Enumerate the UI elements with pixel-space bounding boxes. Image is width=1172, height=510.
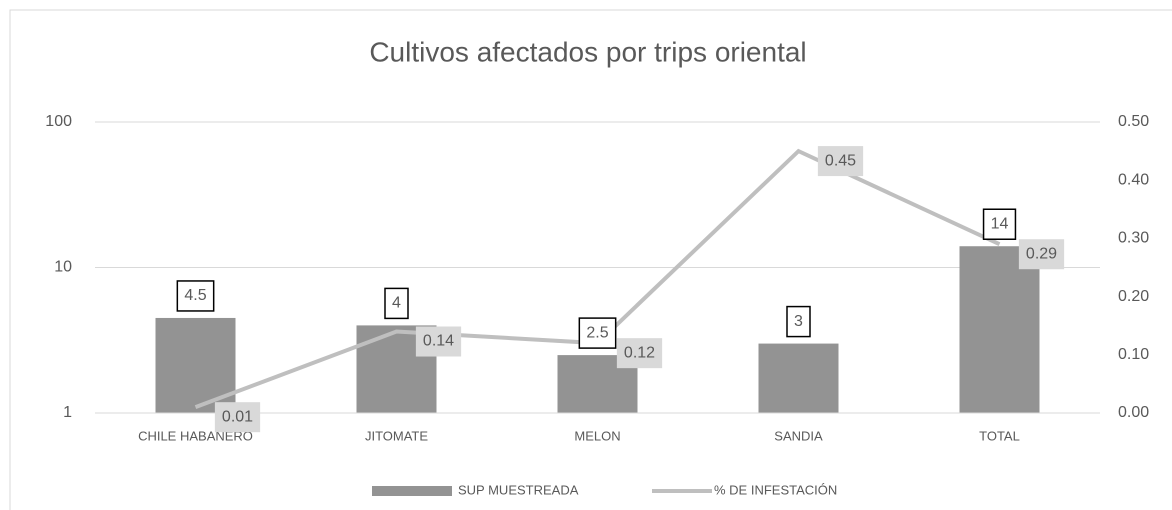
- data-label-box: [578, 317, 617, 349]
- x-tick-label: MELON: [574, 428, 620, 443]
- data-label-box: [616, 338, 663, 369]
- y2-tick-label: 0.10: [1118, 346, 1149, 363]
- data-label: 2.5: [586, 324, 608, 341]
- x-tick-label: CHILE HABANERO: [138, 428, 253, 443]
- data-label: 0.12: [624, 344, 655, 361]
- data-label: 4: [392, 295, 401, 312]
- bar: [959, 246, 1040, 413]
- data-label: 0.01: [222, 408, 253, 425]
- y-tick-label: 1: [63, 404, 72, 421]
- data-label: 0.45: [825, 152, 856, 169]
- data-label-box: [817, 146, 864, 177]
- y-tick-label: 100: [45, 113, 72, 130]
- y2-tick-label: 0.20: [1118, 288, 1149, 305]
- y2-tick-label: 0.40: [1118, 171, 1149, 188]
- x-tick-label: TOTAL: [979, 428, 1020, 443]
- data-label: 3: [794, 313, 803, 330]
- x-tick-label: SANDIA: [774, 428, 823, 443]
- legend-label: % DE INFESTACIÓN: [714, 482, 837, 497]
- chart-title: Cultivos afectados por trips oriental: [369, 36, 806, 67]
- y-tick-label: 10: [54, 259, 72, 276]
- y2-tick-label: 0.50: [1118, 113, 1149, 130]
- y2-tick-label: 0.30: [1118, 230, 1149, 247]
- legend-swatch: [372, 486, 452, 496]
- data-label-box: [1018, 239, 1065, 270]
- data-label-box: [384, 287, 409, 320]
- data-label: 0.14: [423, 333, 454, 350]
- data-label-box: [415, 326, 462, 357]
- data-label-box: [982, 208, 1017, 240]
- data-label-box: [176, 280, 215, 312]
- data-label-box: [214, 402, 261, 433]
- data-label: 0.29: [1026, 245, 1057, 262]
- y2-tick-label: 0.00: [1118, 404, 1149, 421]
- legend-label: SUP MUESTREADA: [458, 482, 579, 497]
- x-tick-label: JITOMATE: [365, 428, 428, 443]
- data-label-box: [786, 305, 811, 338]
- data-label: 14: [991, 215, 1009, 232]
- bar: [758, 343, 839, 413]
- data-label: 4.5: [184, 287, 206, 304]
